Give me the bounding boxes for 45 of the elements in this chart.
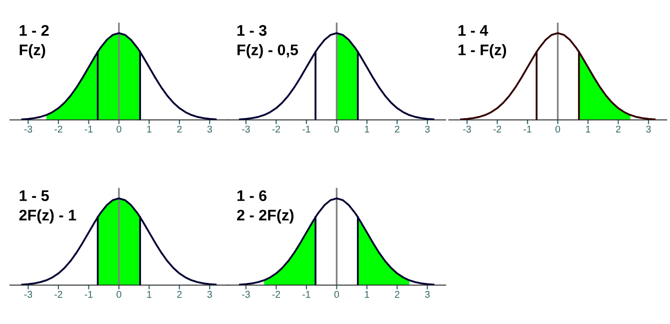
x-tick-label: 0	[334, 290, 339, 298]
x-tick-label: -3	[463, 126, 471, 133]
x-tick-label: -1	[302, 126, 310, 132]
chart-title: 1 - 6	[237, 190, 267, 202]
x-tick-label: 3	[425, 290, 430, 298]
text: 1 - F(z)	[458, 44, 506, 58]
x-tick-label: -1	[84, 126, 93, 132]
x-tick-label: -2	[272, 126, 280, 132]
text: F(z) - 0,5	[238, 44, 298, 58]
x-tick-label: 3	[646, 126, 651, 133]
x-tick-label: 3	[207, 126, 212, 133]
x-tick-label: 2	[394, 290, 400, 298]
x-tick-label: 2	[394, 126, 400, 132]
x-tick-label: -1	[302, 291, 310, 298]
x-tick-label: -2	[54, 290, 62, 298]
x-tick-label: -3	[24, 290, 32, 298]
chart-title: 1 - 3	[237, 25, 267, 36]
x-tick-label: -3	[242, 290, 250, 298]
x-tick-label: -1	[524, 126, 532, 132]
chart-title: 1 - 2	[20, 25, 49, 36]
x-tick-label: -3	[242, 126, 250, 133]
chart-title: 1 - 5	[20, 190, 49, 202]
x-tick-label: 1	[364, 291, 370, 298]
x-tick-label: -2	[272, 290, 280, 298]
x-tick-label: -3	[24, 126, 32, 133]
x-tick-label: 1	[586, 126, 590, 132]
x-tick-label: 1	[364, 126, 370, 132]
x-tick-label: 0	[334, 126, 339, 133]
x-tick-label: -2	[54, 126, 62, 132]
x-tick-label: 0	[555, 126, 560, 133]
x-tick-label: -2	[493, 126, 502, 132]
x-tick-label: -1	[84, 291, 93, 298]
x-tick-label: 2	[616, 126, 620, 132]
x-tick-label: 2	[177, 126, 182, 132]
x-tick-label: 1	[147, 291, 152, 298]
x-tick-label: 3	[207, 290, 212, 298]
x-tick-label: 3	[425, 126, 430, 133]
x-tick-label: 0	[116, 290, 122, 298]
text: 2 - 2F(z)	[237, 209, 294, 224]
x-tick-label: 0	[116, 126, 122, 133]
x-tick-label: 1	[147, 126, 152, 132]
x-tick-label: 2	[177, 290, 182, 298]
text: 2F(z) - 1	[19, 209, 76, 224]
chart-title: 1 - 4	[458, 25, 488, 36]
text: F(z)	[20, 44, 46, 58]
